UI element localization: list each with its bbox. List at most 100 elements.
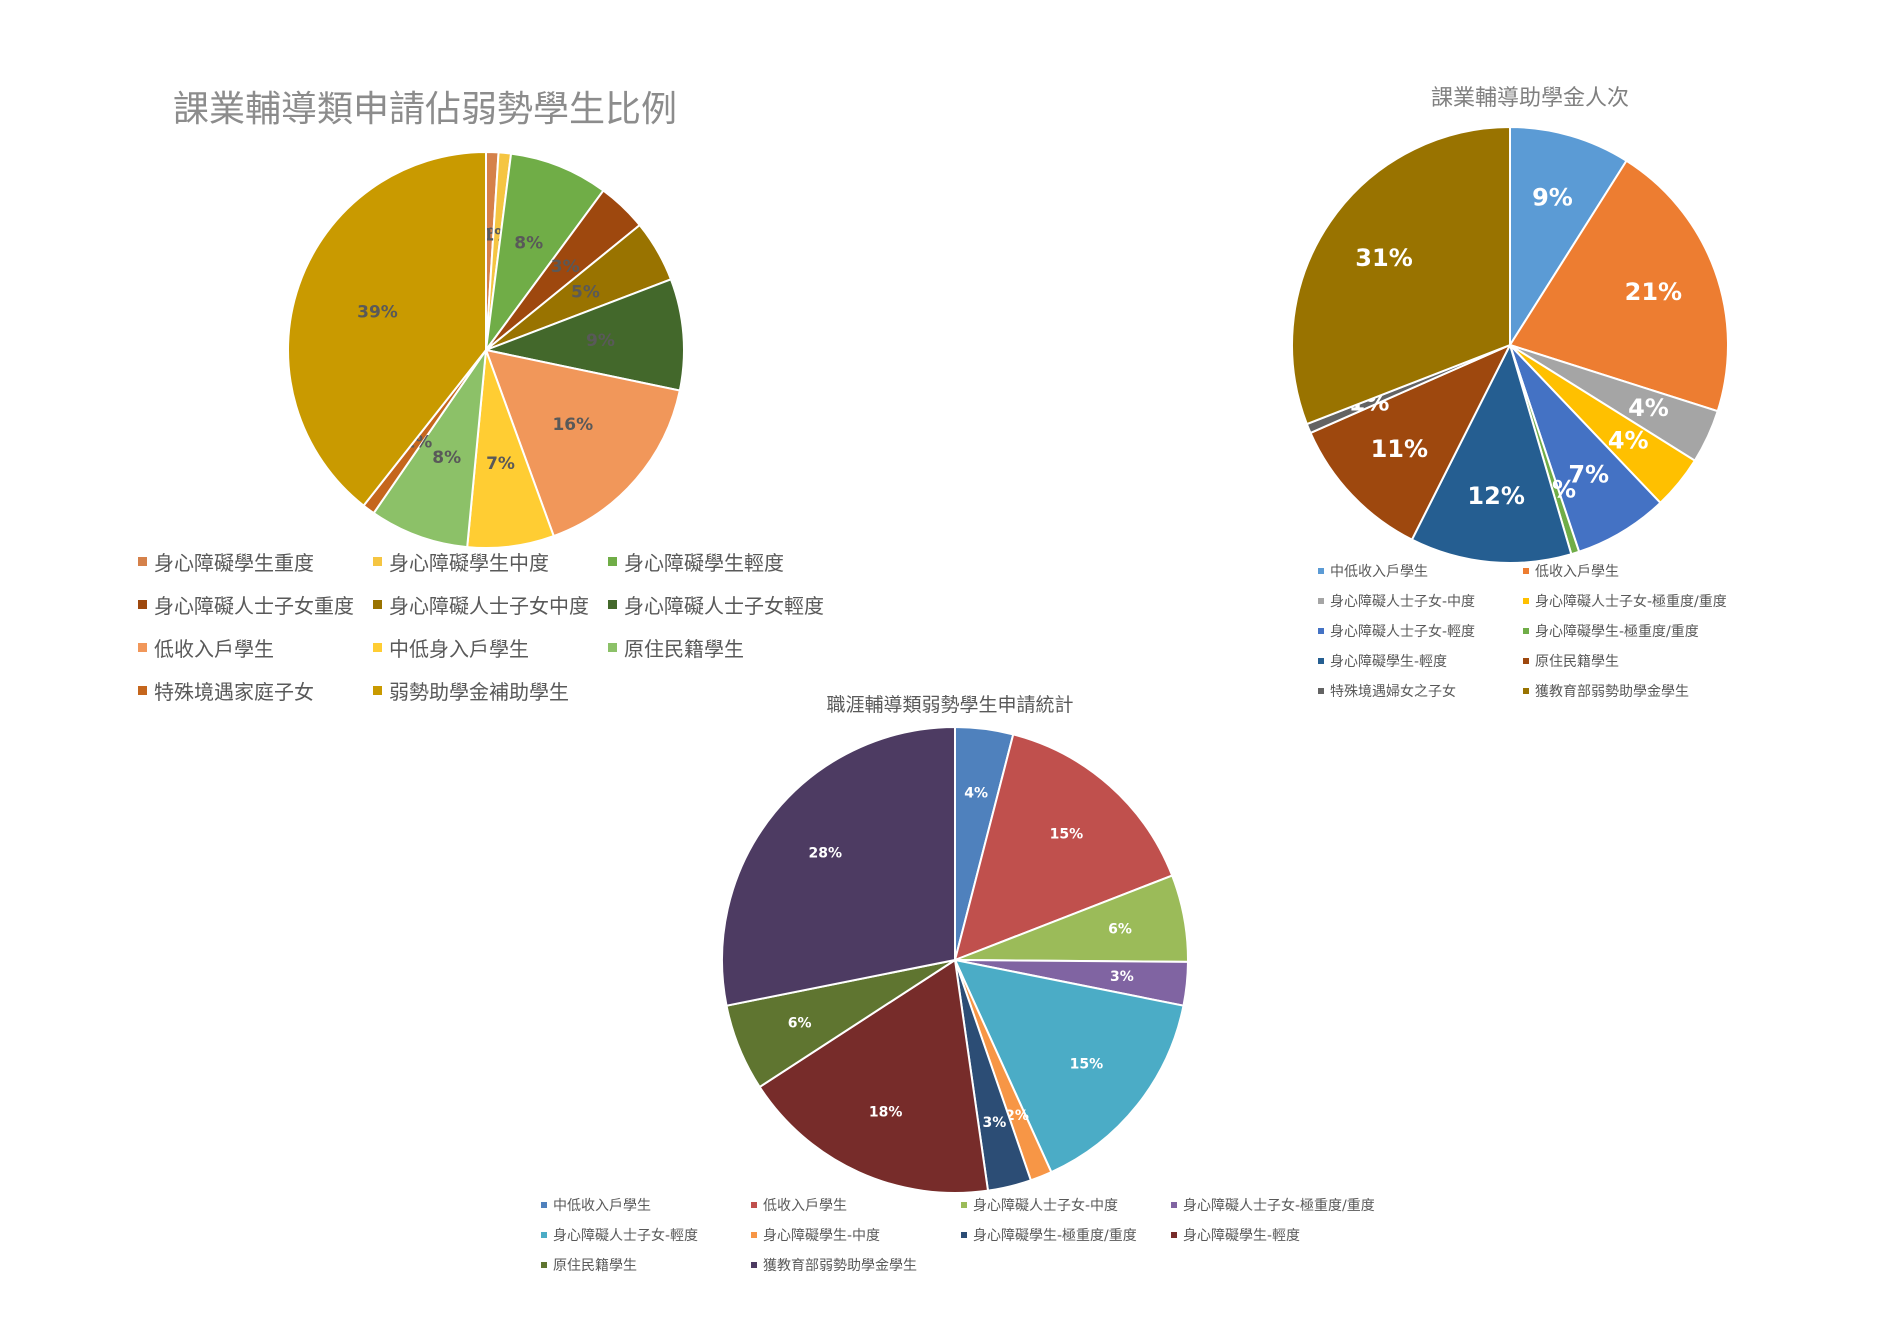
chart1-legend-item: 弱勢助學金補助學生 bbox=[373, 676, 608, 705]
chart3-slice-7 bbox=[758, 958, 990, 1194]
legend-label: 身心障礙學生-極重度/重度 bbox=[1535, 624, 1699, 640]
legend-label: 身心障礙人士子女-中度 bbox=[973, 1198, 1119, 1214]
chart2-slice-0 bbox=[1509, 125, 1628, 349]
legend-swatch bbox=[751, 1202, 757, 1208]
chart2-data-label-9: 31% bbox=[1355, 244, 1412, 272]
chart3-legend-item: 身心障礙人士子女-中度 bbox=[961, 1195, 1171, 1215]
legend-label: 身心障礙學生-極重度/重度 bbox=[973, 1228, 1137, 1244]
legend-label: 身心障礙人士子女-輕度 bbox=[1330, 624, 1476, 640]
legend-swatch bbox=[608, 643, 617, 652]
chart2-legend-item: 身心障礙人士子女-極重度/重度 bbox=[1523, 591, 1738, 611]
legend-swatch bbox=[1171, 1202, 1177, 1208]
legend-label: 低收入戶學生 bbox=[1535, 564, 1619, 580]
chart3-data-label-6: 3% bbox=[982, 1115, 1006, 1131]
legend-swatch bbox=[1171, 1232, 1177, 1238]
chart2-data-label-0: 9% bbox=[1532, 183, 1573, 211]
chart3-legend-item: 低收入戶學生 bbox=[751, 1195, 961, 1215]
legend-label: 身心障礙學生中度 bbox=[389, 551, 549, 575]
legend-label: 原住民籍學生 bbox=[624, 637, 744, 661]
legend-label: 身心障礙人士子女輕度 bbox=[624, 594, 824, 618]
legend-label: 獲教育部弱勢助學金學生 bbox=[763, 1258, 917, 1274]
chart1-title: 課業輔導類申請佔弱勢學生比例 bbox=[172, 89, 677, 130]
legend-swatch bbox=[138, 686, 147, 695]
legend-swatch bbox=[1318, 628, 1324, 634]
legend-swatch bbox=[751, 1262, 757, 1268]
legend-swatch bbox=[961, 1202, 967, 1208]
legend-swatch bbox=[1318, 568, 1324, 574]
legend-label: 低收入戶學生 bbox=[154, 637, 274, 661]
legend-swatch bbox=[373, 600, 382, 609]
chart3-legend-item: 身心障礙學生-中度 bbox=[751, 1225, 961, 1245]
chart3-data-label-5: 2% bbox=[1005, 1108, 1029, 1124]
chart3-legend-item: 身心障礙學生-極重度/重度 bbox=[961, 1225, 1171, 1245]
chart2-legend-item: 身心障礙學生-極重度/重度 bbox=[1523, 621, 1738, 641]
legend-label: 中低收入戶學生 bbox=[553, 1198, 651, 1214]
chart2-legend-item: 身心障礙人士子女-中度 bbox=[1318, 591, 1523, 611]
chart1-data-label-5: 9% bbox=[586, 331, 615, 351]
chart2-data-label-6: 12% bbox=[1467, 482, 1524, 510]
legend-swatch bbox=[1523, 658, 1529, 664]
legend-label: 身心障礙人士子女中度 bbox=[389, 594, 589, 618]
chart1-slice-5 bbox=[482, 278, 685, 392]
chart1-data-label-4: 5% bbox=[571, 283, 600, 303]
chart3-data-label-0: 4% bbox=[964, 786, 988, 802]
chart3-legend-item: 中低收入戶學生 bbox=[541, 1195, 751, 1215]
chart3-data-label-3: 3% bbox=[1110, 969, 1134, 985]
chart1-data-label-6: 16% bbox=[552, 415, 593, 435]
legend-swatch bbox=[1523, 628, 1529, 634]
chart1-data-label-7: 7% bbox=[486, 454, 515, 474]
legend-swatch bbox=[1523, 568, 1529, 574]
chart1-slice-8 bbox=[372, 346, 488, 549]
legend-swatch bbox=[138, 557, 147, 566]
chart2-data-label-7: 11% bbox=[1371, 435, 1428, 463]
legend-swatch bbox=[1318, 598, 1324, 604]
legend-label: 身心障礙學生輕度 bbox=[624, 551, 784, 575]
chart3-data-label-2: 6% bbox=[1108, 922, 1132, 938]
legend-swatch bbox=[1318, 688, 1324, 694]
chart2-title: 課業輔導助學金人次 bbox=[1430, 86, 1629, 111]
chart2-legend-item: 身心障礙學生-輕度 bbox=[1318, 651, 1523, 671]
chart2-legend-item: 中低收入戶學生 bbox=[1318, 561, 1523, 581]
chart1-legend-item: 身心障礙人士子女中度 bbox=[373, 590, 608, 619]
chart1-data-label-2: 8% bbox=[514, 233, 543, 253]
chart2-slice-7 bbox=[1309, 342, 1513, 542]
chart1-legend-item: 低收入戶學生 bbox=[138, 633, 373, 662]
legend-swatch bbox=[1523, 688, 1529, 694]
chart3-data-label-4: 15% bbox=[1070, 1056, 1104, 1072]
chart1-legend-item: 身心障礙學生輕度 bbox=[608, 547, 858, 576]
chart2-legend-item: 獲教育部弱勢助學金學生 bbox=[1523, 681, 1738, 701]
legend-swatch bbox=[541, 1262, 547, 1268]
legend-swatch bbox=[961, 1232, 967, 1238]
chart3-slice-1 bbox=[953, 733, 1174, 962]
legend-swatch bbox=[541, 1202, 547, 1208]
legend-swatch bbox=[373, 557, 382, 566]
legend-swatch bbox=[1318, 658, 1324, 664]
chart1-legend-item: 身心障礙人士子女重度 bbox=[138, 590, 373, 619]
chart1-legend-item: 中低身入戶學生 bbox=[373, 633, 608, 662]
legend-swatch bbox=[751, 1232, 757, 1238]
chart1-slice-2 bbox=[484, 152, 605, 354]
chart3-title: 職涯輔導類弱勢學生申請統計 bbox=[826, 694, 1074, 716]
chart2-legend-item: 特殊境遇婦女之子女 bbox=[1318, 681, 1523, 701]
legend-label: 身心障礙學生-中度 bbox=[763, 1228, 881, 1244]
chart1-data-label-10: 39% bbox=[357, 302, 398, 322]
chart2-legend: 中低收入戶學生 低收入戶學生 身心障礙人士子女-中度 身心障礙人士子女-極重度/重度身… bbox=[1318, 561, 1738, 701]
legend-label: 特殊境遇婦女之子女 bbox=[1330, 684, 1456, 700]
legend-label: 身心障礙學生-輕度 bbox=[1330, 654, 1448, 670]
chart1-slice-6 bbox=[484, 348, 681, 538]
chart3-slice-9 bbox=[721, 725, 956, 1007]
chart3-legend: 中低收入戶學生 低收入戶學生 身心障礙人士子女-中度 身心障礙人士子女-極重度/重度身… bbox=[541, 1195, 1401, 1275]
chart2-legend-item: 身心障礙人士子女-輕度 bbox=[1318, 621, 1523, 641]
chart1-data-label-8: 8% bbox=[432, 448, 461, 468]
legend-label: 身心障礙人士子女重度 bbox=[154, 594, 354, 618]
legend-label: 弱勢助學金補助學生 bbox=[389, 680, 569, 704]
chart3-data-label-9: 28% bbox=[809, 846, 843, 862]
legend-label: 原住民籍學生 bbox=[1535, 654, 1619, 670]
chart2-data-label-2: 4% bbox=[1628, 394, 1669, 422]
chart3-slice-4 bbox=[953, 958, 1185, 1174]
chart2-slice-9 bbox=[1291, 125, 1511, 426]
chart3-legend-item: 身心障礙人士子女-輕度 bbox=[541, 1225, 751, 1245]
legend-label: 原住民籍學生 bbox=[553, 1258, 637, 1274]
legend-label: 身心障礙人士子女-輕度 bbox=[553, 1228, 699, 1244]
legend-swatch bbox=[608, 600, 617, 609]
